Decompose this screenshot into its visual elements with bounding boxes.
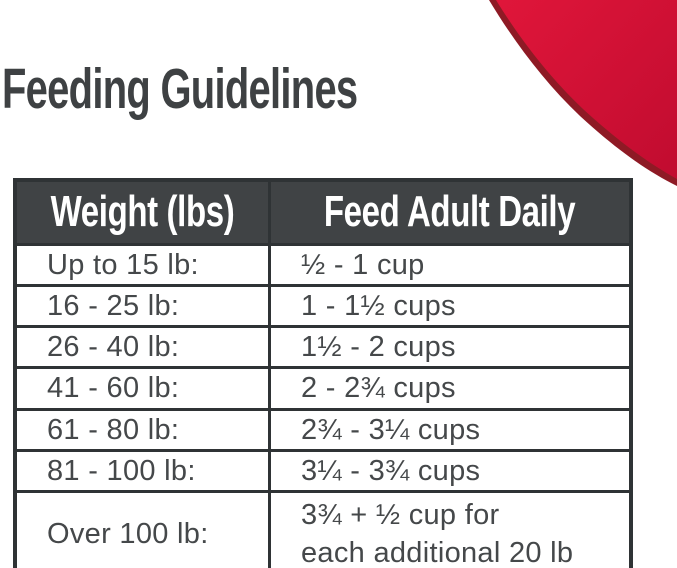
table-row: 41 - 60 lb: 2 - 2¾ cups (13, 366, 633, 411)
weight-cell: 16 - 25 lb: (13, 283, 271, 329)
feed-cell: 2¾ - 3¼ cups (268, 407, 633, 452)
table-row: 26 - 40 lb: 1½ - 2 cups (13, 325, 633, 370)
feed-cell: 3¾ + ½ cup for each additional 20 lb (268, 490, 633, 568)
table-row: 61 - 80 lb: 2¾ - 3¼ cups (13, 407, 633, 452)
page-title: Feeding Guidelines (2, 57, 510, 121)
weight-cell: 81 - 100 lb: (13, 448, 271, 494)
weight-cell: 26 - 40 lb: (13, 325, 271, 370)
feed-cell: 1½ - 2 cups (268, 325, 633, 370)
feed-cell: 2 - 2¾ cups (268, 366, 633, 411)
feed-cell: 3¼ - 3¾ cups (268, 448, 633, 494)
red-corner-swoosh-icon (489, 0, 677, 186)
weight-cell: 41 - 60 lb: (13, 366, 271, 411)
swoosh-fill (496, 0, 677, 179)
column-header-weight: Weight (lbs) (13, 178, 271, 246)
table-row: 16 - 25 lb: 1 - 1½ cups (13, 283, 633, 329)
weight-cell: 61 - 80 lb: (13, 407, 271, 452)
weight-cell: Over 100 lb: (13, 490, 271, 568)
table-row: Up to 15 lb: ½ - 1 cup (13, 242, 633, 287)
column-header-feed: Feed Adult Daily (268, 178, 633, 246)
feeding-guidelines-table: Weight (lbs) Feed Adult Daily Up to 15 l… (13, 178, 633, 568)
table-row: 81 - 100 lb: 3¼ - 3¾ cups (13, 448, 633, 494)
feed-cell: ½ - 1 cup (268, 242, 633, 287)
table-row: Over 100 lb: 3¾ + ½ cup for each additio… (13, 490, 633, 568)
feed-cell: 1 - 1½ cups (268, 283, 633, 329)
weight-cell: Up to 15 lb: (13, 242, 271, 287)
page-title-text: Feeding Guidelines (2, 57, 358, 121)
table-header-row: Weight (lbs) Feed Adult Daily (13, 178, 633, 246)
